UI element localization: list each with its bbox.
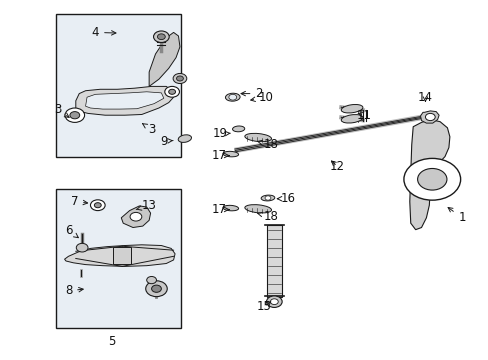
Ellipse shape (341, 114, 362, 123)
Circle shape (425, 113, 434, 121)
Polygon shape (409, 120, 449, 230)
Text: 4: 4 (91, 26, 116, 39)
Circle shape (153, 31, 169, 42)
Polygon shape (85, 92, 163, 109)
Bar (56, 189, 181, 328)
Bar (266, 225, 281, 297)
Bar (113, 247, 130, 264)
Text: 8: 8 (64, 284, 83, 297)
Text: 17: 17 (211, 203, 229, 216)
Ellipse shape (225, 93, 240, 101)
Circle shape (151, 285, 161, 292)
Polygon shape (64, 245, 175, 266)
Circle shape (70, 112, 80, 119)
Circle shape (76, 243, 88, 252)
Text: 11: 11 (356, 109, 371, 122)
Circle shape (264, 196, 270, 200)
Polygon shape (121, 206, 150, 228)
Bar (56, 14, 181, 157)
Polygon shape (420, 111, 438, 123)
Text: 17: 17 (211, 149, 229, 162)
Polygon shape (76, 86, 173, 115)
Circle shape (173, 73, 186, 84)
Circle shape (130, 212, 142, 221)
Text: 10: 10 (250, 91, 273, 104)
Text: 3: 3 (54, 103, 69, 117)
Text: 14: 14 (417, 91, 432, 104)
Circle shape (228, 94, 236, 100)
Circle shape (145, 281, 167, 297)
Text: 2: 2 (241, 87, 263, 100)
Circle shape (157, 34, 165, 40)
Text: 16: 16 (277, 192, 295, 205)
Text: 12: 12 (329, 160, 344, 173)
Circle shape (146, 276, 156, 284)
Ellipse shape (232, 126, 244, 132)
Circle shape (417, 168, 446, 190)
Text: 13: 13 (136, 199, 156, 212)
Text: 9: 9 (160, 135, 173, 148)
Text: 18: 18 (257, 138, 278, 151)
Text: 6: 6 (64, 224, 78, 238)
Circle shape (164, 86, 179, 97)
Text: 1: 1 (447, 207, 465, 224)
Text: 7: 7 (70, 195, 87, 208)
Ellipse shape (178, 135, 191, 143)
Circle shape (266, 296, 282, 307)
Ellipse shape (341, 104, 362, 113)
Ellipse shape (244, 204, 271, 213)
Ellipse shape (244, 133, 271, 142)
Ellipse shape (223, 151, 238, 157)
Circle shape (270, 299, 278, 305)
Circle shape (176, 76, 183, 81)
Text: 5: 5 (107, 335, 115, 348)
Text: 3: 3 (142, 123, 155, 136)
Circle shape (65, 108, 84, 122)
Ellipse shape (261, 195, 274, 201)
Circle shape (403, 158, 460, 200)
Circle shape (94, 203, 101, 208)
Text: 18: 18 (257, 210, 278, 223)
Circle shape (90, 200, 105, 211)
Ellipse shape (223, 205, 238, 211)
Text: 19: 19 (212, 127, 230, 140)
Polygon shape (149, 32, 180, 86)
Text: 15: 15 (256, 300, 271, 313)
Circle shape (168, 89, 175, 94)
